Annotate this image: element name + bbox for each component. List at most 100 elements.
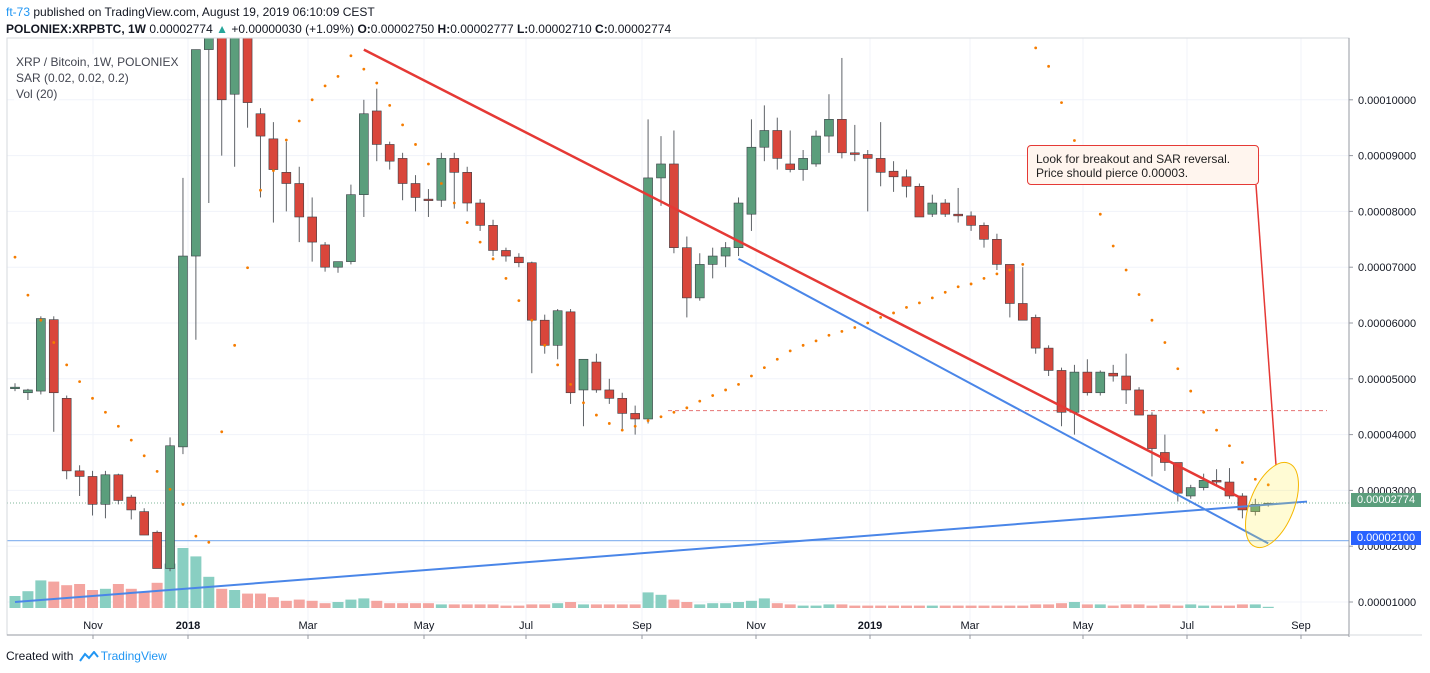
candle-body: [229, 38, 240, 95]
volume-bar: [720, 603, 732, 608]
volume-bar: [99, 588, 111, 608]
candle-body: [1173, 462, 1183, 494]
volume-bar: [888, 605, 900, 608]
candle-body: [36, 318, 46, 392]
y-tick-label: 0.00008000: [1358, 206, 1416, 218]
sar-dot: [116, 424, 120, 428]
sar-dot: [465, 221, 469, 224]
sar-dots: [13, 46, 1270, 544]
volume-bar: [125, 588, 137, 608]
candle-body: [307, 216, 317, 243]
candle-body: [682, 247, 692, 299]
volume-bar: [797, 605, 809, 608]
candle-body: [113, 474, 124, 501]
chart-legend: XRP / Bitcoin, 1W, POLONIEX SAR (0.02, 0…: [14, 54, 181, 102]
sar-dot: [336, 74, 340, 78]
annotation-line-2: Price should pierce 0.00003.: [1036, 166, 1189, 180]
sar-dot: [388, 103, 392, 107]
sar-dot: [104, 410, 107, 414]
sar-dot: [1021, 263, 1025, 266]
sar-dot: [52, 341, 56, 344]
volume-bar: [410, 603, 422, 608]
sar-dot: [788, 349, 792, 353]
x-tick-label: Sep: [632, 620, 652, 632]
volume-bar: [397, 603, 409, 608]
volume-bar: [1068, 602, 1080, 608]
x-tick-label: 2019: [858, 620, 882, 632]
candle-body: [1069, 371, 1080, 413]
volume-bar: [823, 604, 835, 608]
volume-bar: [332, 602, 344, 608]
sar-dot: [259, 188, 262, 192]
sar-dot: [1215, 428, 1218, 432]
candle-body: [539, 319, 550, 346]
candle-body: [320, 244, 330, 268]
candle-body: [371, 110, 382, 145]
sar-dot: [892, 311, 895, 315]
sar-dot: [969, 282, 973, 286]
candle-body: [591, 361, 602, 391]
candle-body: [746, 146, 757, 215]
sar-dot: [310, 98, 314, 102]
sar-dot: [26, 293, 30, 297]
y-tick-label: 0.00007000: [1358, 262, 1416, 274]
candle-body: [100, 474, 111, 505]
sar-dot: [1241, 461, 1244, 464]
volume-bar: [1030, 604, 1042, 608]
candle-body: [824, 119, 834, 137]
sar-dot: [1047, 64, 1050, 68]
candle-body: [488, 225, 498, 251]
volume-bar: [242, 593, 254, 608]
volume-bar: [345, 599, 357, 608]
volume-bar: [1133, 604, 1145, 608]
volume-bar: [422, 603, 434, 608]
sar-dot: [1137, 293, 1141, 296]
candle-body: [1056, 370, 1067, 413]
sar-dot: [272, 169, 275, 173]
author-link[interactable]: ft-73: [6, 5, 31, 19]
trendlines: [14, 48, 1308, 603]
sar-dot: [1060, 101, 1063, 104]
annotation-callout[interactable]: Look for breakout and SAR reversal. Pric…: [1027, 145, 1259, 185]
close-value: 0.00002774: [607, 22, 672, 36]
sar-dot: [39, 318, 43, 322]
trendline-blue: [738, 257, 1269, 545]
sar-dot: [220, 430, 224, 434]
level-price-label: 0.00002100: [1351, 531, 1421, 545]
candle-body: [346, 194, 356, 262]
candle-body: [798, 158, 808, 170]
candle-body: [953, 213, 963, 217]
candle-body: [526, 262, 537, 321]
volume-bar: [461, 604, 473, 608]
sar-dot: [427, 162, 430, 166]
volume-bar: [1146, 605, 1158, 608]
candle-body: [862, 154, 873, 159]
volume-bar: [668, 599, 680, 608]
candle-body: [384, 144, 395, 162]
y-tick-label: 0.00001000: [1358, 597, 1416, 609]
high-label: H:: [437, 22, 451, 36]
volume-bar: [306, 600, 318, 608]
sar-dot: [401, 123, 404, 127]
volume-bar: [1017, 605, 1029, 608]
volume-bar: [1056, 603, 1068, 608]
annotation-line-1: Look for breakout and SAR reversal.: [1036, 152, 1231, 166]
high-value: 0.00002777: [450, 22, 514, 36]
sar-dot: [582, 401, 585, 405]
sar-dot: [207, 540, 211, 544]
x-tick-label: 2018: [176, 620, 200, 632]
candle-body: [604, 389, 615, 399]
volume-bar: [384, 603, 396, 608]
low-label: L:: [516, 22, 529, 36]
tradingview-link[interactable]: TradingView: [100, 649, 167, 663]
candle-body: [359, 113, 369, 195]
volume-bar: [216, 588, 228, 608]
sar-dot: [323, 84, 327, 88]
volume-bar: [448, 604, 460, 608]
volume-bar: [203, 576, 215, 608]
sar-dot: [853, 326, 857, 329]
volume-bar: [926, 605, 938, 608]
sar-dot: [517, 299, 521, 303]
horizontal-lines: [7, 410, 1349, 542]
